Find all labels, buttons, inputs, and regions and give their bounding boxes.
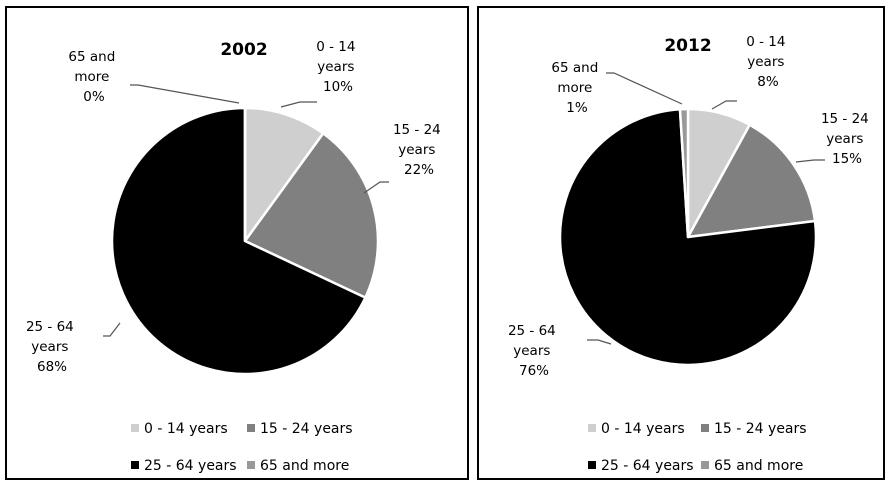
leader-line xyxy=(606,72,683,105)
legend-swatch-0-14 xyxy=(588,424,596,432)
slice-label-0-14: 0 - 14 years 10% xyxy=(316,39,360,95)
legend-label-65-more: 65 and more xyxy=(260,458,349,474)
leader-line xyxy=(130,84,240,104)
leader-line xyxy=(103,322,121,337)
pie-slice-25-64 xyxy=(110,106,367,376)
legend-swatch-15-24 xyxy=(247,424,255,432)
leader-line xyxy=(280,101,317,108)
chart-title: 2002 xyxy=(220,40,267,60)
slice-label-0-14: 0 - 14 years 8% xyxy=(746,34,790,90)
pie-chart-2012: 2012 0 - 14 years 8% 15 - 24 years 15% 2… xyxy=(508,34,873,474)
pie-slice-0-14 xyxy=(243,106,325,243)
leader-line xyxy=(363,181,389,194)
slice-label-25-64: 25 - 64 years 76% xyxy=(508,323,560,379)
legend-label-15-24: 15 - 24 years xyxy=(714,421,807,437)
legend-swatch-0-14 xyxy=(131,424,139,432)
legend-label-25-64: 25 - 64 years xyxy=(144,458,237,474)
pie-slice-65-more xyxy=(678,107,690,239)
legend-swatch-65-more xyxy=(701,461,709,469)
legend-swatch-65-more xyxy=(247,461,255,469)
pie-slice-15-24 xyxy=(686,123,817,239)
slice-label-25-64: 25 - 64 years 68% xyxy=(26,319,78,375)
leader-line xyxy=(711,100,737,110)
legend-label-65-more: 65 and more xyxy=(714,458,803,474)
slice-label-65-more: 65 and more 0% xyxy=(68,49,119,105)
legend-swatch-25-64 xyxy=(131,461,139,469)
legend-label-15-24: 15 - 24 years xyxy=(260,421,353,437)
legend-label-0-14: 0 - 14 years xyxy=(144,421,228,437)
slice-label-15-24: 15 - 24 years 15% xyxy=(821,111,873,167)
legend-label-0-14: 0 - 14 years xyxy=(601,421,685,437)
pie-chart-2002: 2002 0 - 14 years 10% 15 - 24 years 22% … xyxy=(26,39,445,474)
chart-panel-2002: 2002 0 - 14 years 10% 15 - 24 years 22% … xyxy=(5,6,469,480)
leader-line xyxy=(587,339,612,345)
chart-panel-2012: 2012 0 - 14 years 8% 15 - 24 years 15% 2… xyxy=(477,6,885,480)
legend-swatch-15-24 xyxy=(701,424,709,432)
slice-label-15-24: 15 - 24 years 22% xyxy=(393,122,445,178)
chart-title: 2012 xyxy=(664,36,711,56)
leader-line xyxy=(795,159,825,163)
slice-label-65-more: 65 and more 1% xyxy=(551,60,602,116)
legend-swatch-25-64 xyxy=(588,461,596,469)
legend-label-25-64: 25 - 64 years xyxy=(601,458,694,474)
